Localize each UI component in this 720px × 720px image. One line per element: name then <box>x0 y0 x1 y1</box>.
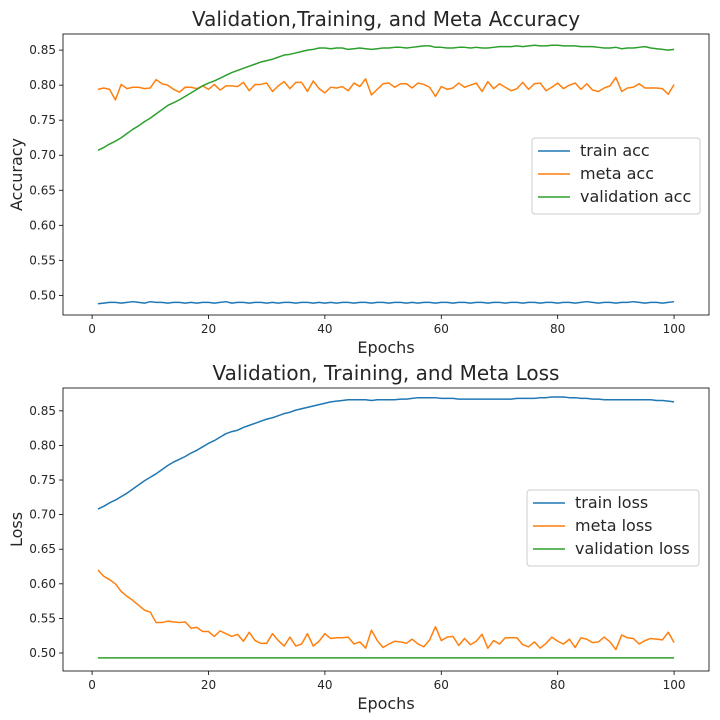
y-tick-label: 0.80 <box>29 438 56 452</box>
y-tick-label: 0.55 <box>29 253 56 267</box>
x-tick-label: 80 <box>550 678 565 692</box>
x-axis-label: Epochs <box>357 338 414 357</box>
x-tick-label: 80 <box>550 322 565 336</box>
legend-entry-meta-loss: meta loss <box>575 516 653 535</box>
y-axis-label: Accuracy <box>7 138 26 211</box>
x-axis-label: Epochs <box>357 694 414 713</box>
x-tick-label: 0 <box>88 322 96 336</box>
y-tick-label: 0.80 <box>29 78 56 92</box>
chart-title: Validation,Training, and Meta Accuracy <box>192 7 580 31</box>
legend-box <box>531 137 701 215</box>
y-tick-label: 0.75 <box>29 113 56 127</box>
y-tick-label: 0.50 <box>29 288 56 302</box>
series-line-validation-acc <box>97 44 675 151</box>
x-tick-label: 100 <box>663 678 686 692</box>
plot-frame <box>62 33 710 316</box>
y-tick-label: 0.50 <box>29 646 56 660</box>
legend-entry-validation-loss: validation loss <box>575 539 690 558</box>
loss-chart: Validation, Training, and Meta Loss 0 20 40… <box>7 361 710 713</box>
series-line-train-acc <box>97 300 675 305</box>
legend-box <box>526 489 700 567</box>
x-tick-label: 20 <box>201 678 216 692</box>
y-tick-label: 0.70 <box>29 508 56 522</box>
legend-entry-train-acc: train acc <box>580 141 650 160</box>
x-tick-label: 60 <box>434 678 449 692</box>
y-tick-label: 0.55 <box>29 611 56 625</box>
y-tick-label: 0.75 <box>29 473 56 487</box>
series-line-meta-loss <box>97 569 675 651</box>
legend-entry-train-loss: train loss <box>575 493 648 512</box>
y-tick-label: 0.70 <box>29 148 56 162</box>
plot-frame <box>62 387 710 672</box>
chart-title: Validation, Training, and Meta Loss <box>213 361 560 385</box>
x-tick-label: 60 <box>434 322 449 336</box>
accuracy-chart: Validation,Training, and Meta Accuracy 0 2… <box>7 7 710 357</box>
y-tick-label: 0.65 <box>29 542 56 556</box>
legend: train loss meta loss validation loss <box>526 489 700 567</box>
y-tick-label: 0.85 <box>29 43 56 57</box>
legend-entry-validation-acc: validation acc <box>580 187 691 206</box>
legend: train acc meta acc validation acc <box>531 137 701 215</box>
legend-entry-meta-acc: meta acc <box>580 164 654 183</box>
series-line-train-loss <box>97 396 675 510</box>
x-tick-label: 100 <box>663 322 686 336</box>
x-tick-label: 20 <box>201 322 216 336</box>
x-tick-label: 40 <box>317 322 332 336</box>
y-tick-label: 0.85 <box>29 404 56 418</box>
x-tick-label: 40 <box>317 678 332 692</box>
y-axis-label: Loss <box>7 512 26 547</box>
series-line-meta-acc <box>97 76 675 101</box>
y-tick-label: 0.65 <box>29 183 56 197</box>
y-tick-label: 0.60 <box>29 577 56 591</box>
x-tick-label: 0 <box>88 678 96 692</box>
y-tick-label: 0.60 <box>29 218 56 232</box>
